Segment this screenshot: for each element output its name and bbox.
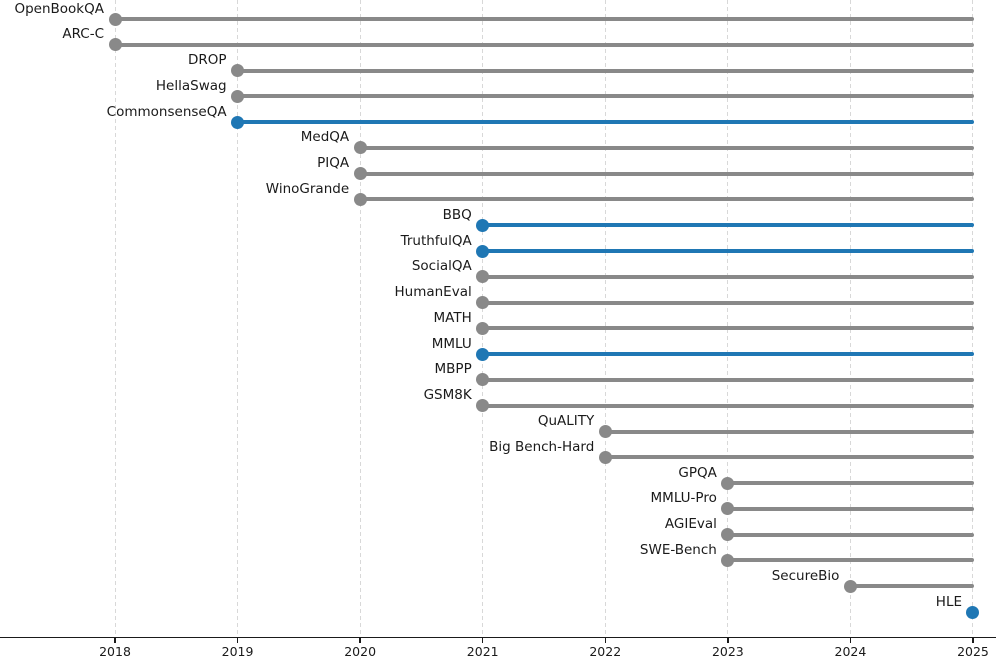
benchmark-dot-CommonsenseQA bbox=[231, 115, 245, 129]
x-tick-label-2019: 2019 bbox=[221, 644, 254, 659]
benchmark-dot-GSM8K bbox=[476, 399, 490, 413]
x-tick-label-2018: 2018 bbox=[99, 644, 131, 659]
x-tick-label-2022: 2022 bbox=[589, 644, 622, 659]
benchmark-dot-PIQA bbox=[353, 167, 367, 181]
year-gridline-2020 bbox=[359, 0, 361, 637]
benchmark-dot-MedQA bbox=[353, 141, 367, 155]
benchmark-dot-GPQA bbox=[721, 476, 735, 490]
benchmark-line-QuALITY bbox=[605, 429, 975, 434]
benchmark-label-ARC-C: ARC-C bbox=[62, 26, 104, 43]
benchmark-dot-SocialQA bbox=[476, 270, 490, 284]
benchmark-label-DROP: DROP bbox=[188, 52, 227, 69]
benchmark-dot-TruthfulQA bbox=[476, 244, 490, 258]
benchmark-label-GSM8K: GSM8K bbox=[423, 387, 472, 404]
benchmark-label-Big Bench-Hard: Big Bench-Hard bbox=[489, 438, 595, 455]
benchmark-line-WinoGrande bbox=[360, 197, 975, 202]
benchmark-line-OpenBookQA bbox=[115, 17, 975, 21]
benchmark-dot-MMLU-Pro bbox=[721, 502, 735, 516]
benchmark-line-PIQA bbox=[360, 171, 975, 176]
benchmark-dot-SWE-Bench bbox=[721, 553, 735, 567]
year-gridline-2022 bbox=[604, 0, 606, 637]
benchmark-dot-OpenBookQA bbox=[108, 12, 122, 26]
x-axis-tick-2021 bbox=[482, 637, 484, 643]
benchmark-line-TruthfulQA bbox=[482, 249, 975, 254]
benchmark-label-HumanEval: HumanEval bbox=[394, 284, 472, 301]
benchmark-label-MBPP: MBPP bbox=[434, 361, 472, 378]
benchmark-dot-ARC-C bbox=[108, 38, 122, 52]
benchmark-line-ARC-C bbox=[115, 42, 975, 47]
x-tick-label-2025: 2025 bbox=[957, 644, 989, 659]
x-axis-tick-2018 bbox=[114, 637, 116, 643]
benchmark-line-DROP bbox=[237, 68, 975, 73]
benchmark-dot-MMLU bbox=[476, 347, 490, 361]
x-axis-tick-2023 bbox=[727, 637, 729, 643]
benchmark-label-WinoGrande: WinoGrande bbox=[265, 180, 350, 197]
benchmark-label-HLE: HLE bbox=[935, 593, 962, 610]
benchmark-label-MMLU: MMLU bbox=[431, 335, 472, 352]
benchmark-line-SocialQA bbox=[482, 274, 975, 279]
year-gridline-2024 bbox=[849, 0, 851, 637]
year-gridline-2023 bbox=[727, 0, 729, 637]
benchmark-line-SecureBio bbox=[850, 584, 975, 589]
benchmark-line-BBQ bbox=[482, 223, 975, 228]
x-axis-line bbox=[0, 637, 996, 639]
benchmark-label-TruthfulQA: TruthfulQA bbox=[400, 232, 472, 249]
benchmark-label-MATH: MATH bbox=[433, 309, 472, 326]
benchmark-line-MedQA bbox=[360, 145, 975, 150]
benchmark-line-MMLU-Pro bbox=[727, 506, 975, 511]
benchmark-label-GPQA: GPQA bbox=[678, 464, 717, 481]
benchmark-dot-HumanEval bbox=[476, 296, 490, 310]
year-gridline-2018 bbox=[114, 0, 116, 637]
benchmark-line-HellaSwag bbox=[237, 94, 975, 99]
x-axis-tick-2019 bbox=[236, 637, 239, 643]
benchmark-label-CommonsenseQA: CommonsenseQA bbox=[106, 103, 227, 120]
benchmark-line-SWE-Bench bbox=[727, 558, 975, 563]
x-tick-label-2020: 2020 bbox=[344, 644, 377, 659]
benchmark-label-MedQA: MedQA bbox=[300, 129, 350, 146]
x-tick-label-2023: 2023 bbox=[711, 644, 744, 659]
benchmark-dot-QuALITY bbox=[598, 425, 612, 439]
benchmark-line-HumanEval bbox=[482, 300, 975, 305]
benchmark-line-GSM8K bbox=[482, 403, 975, 408]
benchmark-label-SecureBio: SecureBio bbox=[771, 567, 840, 584]
x-axis-tick-2025 bbox=[972, 637, 974, 643]
benchmark-label-SWE-Bench: SWE-Bench bbox=[639, 541, 717, 558]
benchmark-label-OpenBookQA: OpenBookQA bbox=[14, 0, 104, 17]
benchmark-label-HellaSwag: HellaSwag bbox=[155, 77, 227, 94]
benchmark-line-Big Bench-Hard bbox=[605, 455, 975, 460]
benchmark-dot-MBPP bbox=[476, 373, 490, 387]
benchmark-dot-SecureBio bbox=[843, 579, 857, 593]
benchmark-dot-MATH bbox=[476, 321, 490, 335]
benchmark-dot-HLE bbox=[966, 605, 980, 619]
benchmark-line-GPQA bbox=[727, 481, 975, 486]
benchmark-dot-Big Bench-Hard bbox=[598, 450, 612, 464]
benchmark-label-SocialQA: SocialQA bbox=[411, 258, 472, 275]
year-gridline-2019 bbox=[237, 0, 239, 637]
benchmark-line-MMLU bbox=[482, 352, 975, 357]
benchmark-line-CommonsenseQA bbox=[237, 120, 975, 125]
benchmark-dot-BBQ bbox=[476, 218, 490, 232]
benchmark-label-QuALITY: QuALITY bbox=[537, 413, 595, 430]
benchmark-label-AGIEval: AGIEval bbox=[664, 516, 717, 533]
x-axis-tick-2022 bbox=[604, 637, 606, 643]
x-tick-label-2024: 2024 bbox=[834, 644, 867, 659]
benchmark-label-MMLU-Pro: MMLU-Pro bbox=[650, 490, 717, 507]
benchmark-line-AGIEval bbox=[727, 532, 975, 537]
benchmark-label-PIQA: PIQA bbox=[317, 155, 350, 172]
benchmark-line-MBPP bbox=[482, 377, 975, 382]
year-gridline-2025 bbox=[972, 0, 974, 637]
x-tick-label-2021: 2021 bbox=[466, 644, 499, 659]
benchmark-dot-WinoGrande bbox=[353, 192, 367, 206]
benchmark-line-MATH bbox=[482, 326, 975, 331]
benchmark-label-BBQ: BBQ bbox=[442, 206, 472, 223]
x-axis-tick-2020 bbox=[359, 637, 361, 643]
year-gridline-2021 bbox=[482, 0, 484, 637]
x-axis-tick-2024 bbox=[849, 637, 852, 643]
benchmark-dot-AGIEval bbox=[721, 528, 735, 542]
benchmark-dot-DROP bbox=[231, 64, 245, 78]
benchmark-dot-HellaSwag bbox=[231, 89, 245, 103]
